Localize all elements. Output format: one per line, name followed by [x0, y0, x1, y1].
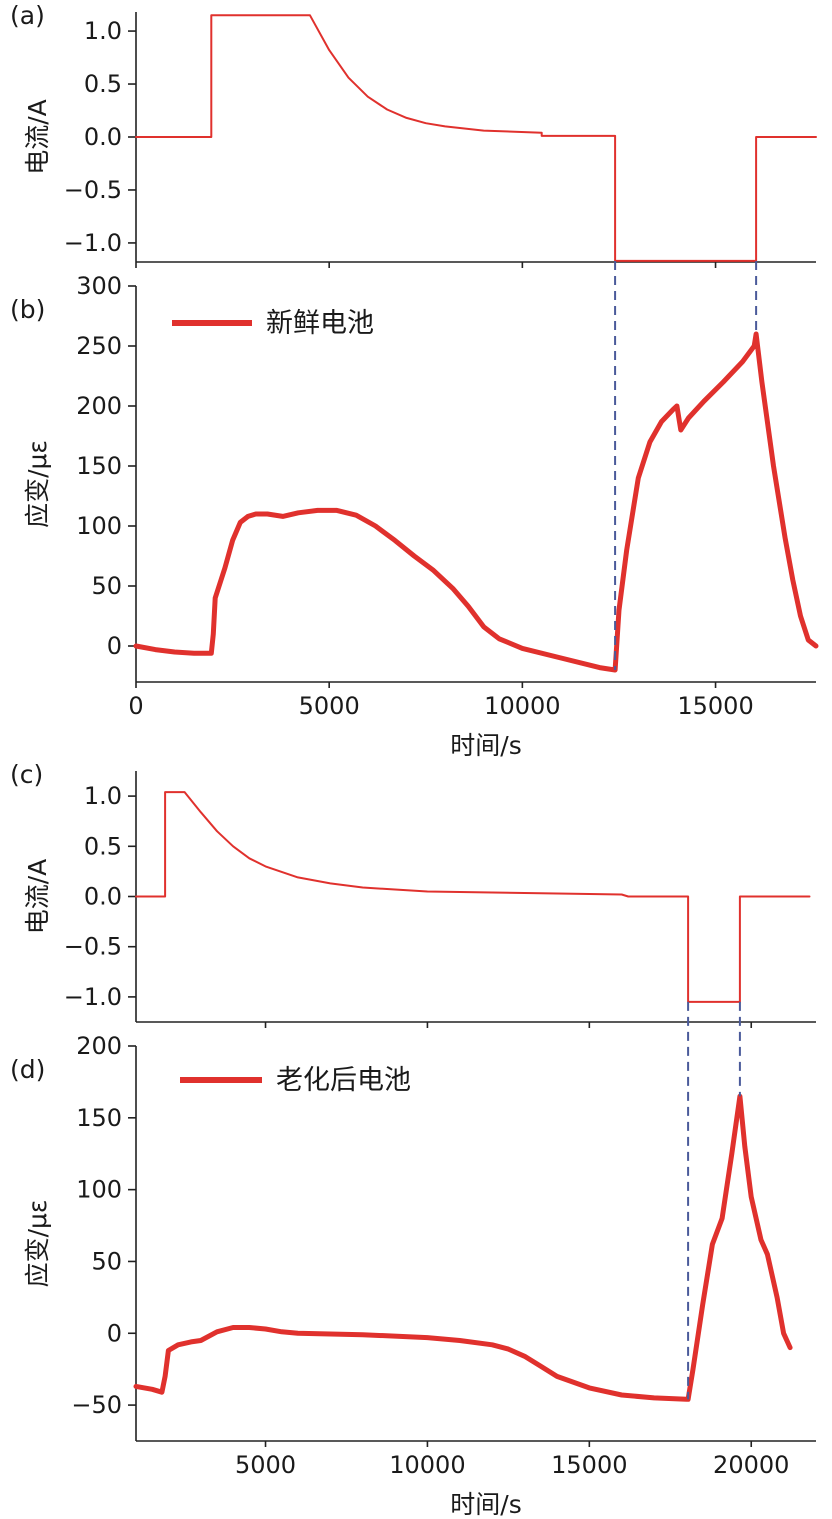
x-axis-label: 时间/s: [450, 731, 521, 760]
y-tick-label: 200: [76, 1032, 122, 1060]
x-tick-label: 0: [128, 692, 143, 720]
y-tick-label: 250: [76, 332, 122, 360]
y-tick-label: 0.5: [84, 70, 122, 98]
y-tick-label: 200: [76, 392, 122, 420]
y-tick-label: 0: [107, 1319, 122, 1347]
y-axis-label: 应变/με: [23, 440, 52, 528]
x-tick-label: 15000: [551, 1451, 627, 1479]
panel-label: (c): [10, 760, 43, 789]
chart-panels: −1.0 −0.5 0.0 0.5 1.0 (a) 电流/A 0 50 100 150 200 250 3…: [10, 1, 819, 1519]
panel-a: −1.0 −0.5 0.0 0.5 1.0 (a) 电流/A: [10, 1, 817, 268]
series-line: [135, 791, 811, 1003]
y-tick-label: 0: [107, 632, 122, 660]
y-axis-label: 电流/A: [23, 99, 52, 175]
y-tick-label: 0.5: [84, 832, 122, 860]
panel-label: (b): [10, 295, 45, 324]
legend-label: 老化后电池: [276, 1065, 411, 1096]
series-line: [135, 14, 817, 262]
x-tick-label: 5000: [235, 1451, 296, 1479]
x-axis-label: 时间/s: [450, 1490, 521, 1519]
panel-label: (a): [10, 1, 45, 30]
x-tick-label: 10000: [389, 1451, 465, 1479]
y-axis-label: 应变/με: [23, 1200, 52, 1288]
x-tick-label: 5000: [299, 692, 360, 720]
y-axis-label: 电流/A: [23, 859, 52, 935]
legend-label: 新鲜电池: [266, 308, 374, 339]
y-tick-label: 300: [76, 272, 122, 300]
y-tick-label: 100: [76, 512, 122, 540]
y-tick-label: 0.0: [84, 883, 122, 911]
y-tick-label: 100: [76, 1176, 122, 1204]
y-tick-label: 50: [91, 1247, 122, 1275]
y-tick-label: 1.0: [84, 782, 122, 810]
y-tick-label: 150: [76, 1104, 122, 1132]
panel-d: −50 0 50 100 150 200 5000 10000 15000 20000 (d) 应变/…: [10, 1032, 816, 1519]
panel-b: 0 50 100 150 200 250 300 0 5000 10000 15000 (b) 应变/μ…: [10, 272, 819, 760]
x-tick-label: 20000: [713, 1451, 789, 1479]
panel-label: (d): [10, 1055, 45, 1084]
x-tick-label: 15000: [677, 692, 753, 720]
panel-c: −1.0 −0.5 0.0 0.5 1.0 (c) 电流/A: [10, 760, 816, 1028]
y-tick-label: 0.0: [84, 123, 122, 151]
y-tick-label: −1.0: [64, 983, 122, 1011]
y-tick-label: −0.5: [64, 176, 122, 204]
y-tick-label: −50: [71, 1391, 122, 1419]
y-tick-label: 50: [91, 572, 122, 600]
series-line: [133, 331, 819, 673]
y-tick-label: 150: [76, 452, 122, 480]
y-tick-label: −1.0: [64, 229, 122, 257]
series-line: [133, 1093, 793, 1402]
y-tick-label: −0.5: [64, 933, 122, 961]
y-tick-label: 1.0: [84, 17, 122, 45]
dashed-connector-lines: [614, 260, 758, 1400]
x-tick-label: 10000: [484, 692, 560, 720]
